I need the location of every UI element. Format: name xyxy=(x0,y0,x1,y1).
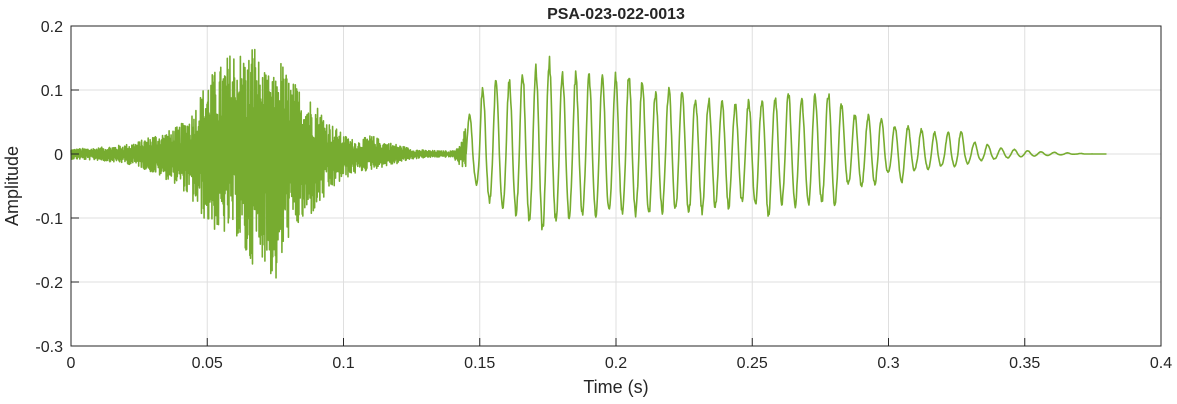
y-axis-label: Amplitude xyxy=(2,146,22,226)
y-axis-ticks: -0.3 -0.2 -0.1 0 0.1 0.2 xyxy=(35,19,79,356)
y-tick-label: -0.3 xyxy=(35,339,63,356)
x-tick-label: 0.2 xyxy=(605,355,627,372)
x-axis-ticks: 0 0.05 0.1 0.15 0.2 0.25 0.3 0.35 0.4 xyxy=(67,338,1172,372)
y-tick-label: -0.2 xyxy=(35,275,63,292)
chart-title: PSA-023-022-0013 xyxy=(547,6,685,23)
x-axis-label: Time (s) xyxy=(583,377,648,397)
waveform-series xyxy=(70,48,1107,279)
x-tick-label: 0.4 xyxy=(1150,355,1172,372)
y-tick-label: 0 xyxy=(54,147,63,164)
y-tick-label: 0.1 xyxy=(41,83,63,100)
x-tick-label: 0.1 xyxy=(332,355,354,372)
waveform-line xyxy=(70,48,1107,279)
x-tick-label: 0.25 xyxy=(737,355,768,372)
y-tick-label: -0.1 xyxy=(35,211,63,228)
x-tick-label: 0.35 xyxy=(1009,355,1040,372)
x-tick-label: 0.05 xyxy=(192,355,223,372)
x-tick-label: 0.15 xyxy=(464,355,495,372)
x-tick-label: 0 xyxy=(67,355,76,372)
x-tick-label: 0.3 xyxy=(877,355,899,372)
y-tick-label: 0.2 xyxy=(41,19,63,36)
